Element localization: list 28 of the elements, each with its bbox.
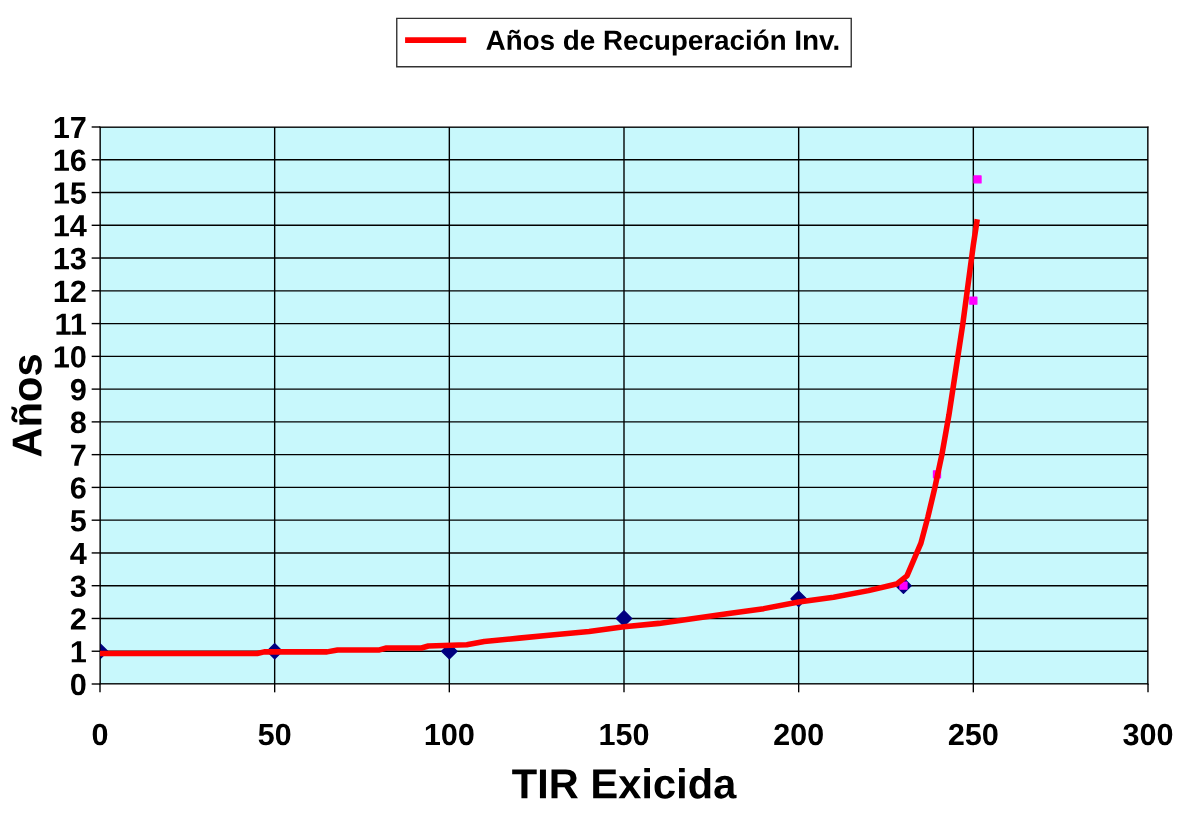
- y-tick-label: 1: [71, 641, 86, 663]
- x-tick-label: 150: [600, 723, 649, 746]
- y-axis-title: Años: [11, 355, 42, 457]
- legend-label: Años de Recuperación Inv.: [486, 29, 839, 56]
- y-tick-label: 12: [54, 280, 86, 302]
- y-tick-label: 5: [70, 510, 86, 532]
- y-tick-label: 7: [71, 444, 86, 466]
- y-tick-label: 17: [54, 117, 86, 139]
- x-axis-title: TIR Exicida: [512, 768, 737, 799]
- x-tick-label: 300: [1123, 723, 1173, 746]
- y-tick-label: 13: [54, 247, 86, 270]
- y-tick-label: 2: [70, 608, 86, 630]
- y-tick-label: 3: [70, 575, 86, 598]
- x-tick-label: 250: [948, 723, 998, 746]
- x-tick-label: 50: [258, 723, 291, 746]
- y-tick-label: 15: [54, 182, 86, 204]
- y-tick-label: 16: [54, 149, 86, 172]
- x-tick-label: 200: [774, 723, 823, 746]
- x-tick-label: 100: [425, 723, 474, 746]
- y-tick-label: 10: [54, 346, 86, 368]
- y-tick-label: 9: [70, 378, 86, 401]
- y-tick-label: 6: [70, 477, 86, 499]
- x-tick-label: 0: [92, 723, 108, 746]
- y-tick-label: 14: [54, 215, 87, 237]
- y-tick-label: 11: [56, 313, 86, 335]
- y-tick-label: 0: [71, 673, 86, 696]
- y-tick-label: 8: [70, 411, 86, 434]
- y-tick-label: 4: [70, 542, 87, 565]
